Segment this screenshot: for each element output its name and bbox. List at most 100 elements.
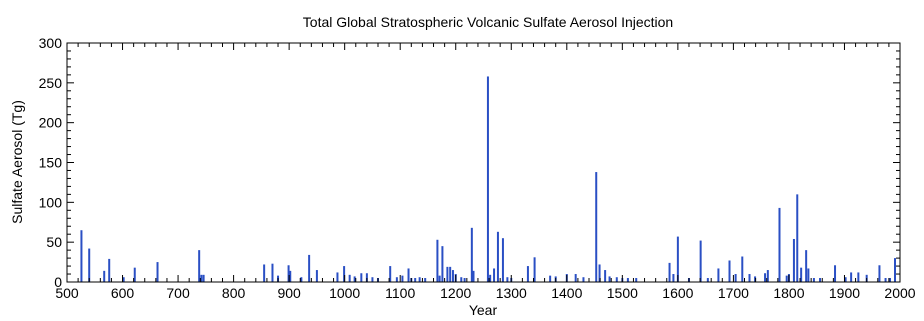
eruption-bar — [308, 254, 311, 282]
x-tick-label: 1100 — [385, 285, 415, 301]
eruption-bar — [202, 274, 205, 282]
x-tick-label: 1400 — [551, 285, 582, 301]
eruption-bar — [133, 267, 136, 282]
eruption-bar — [608, 276, 611, 282]
eruption-bar — [728, 260, 731, 282]
eruption-bar — [463, 278, 466, 282]
eruption-bar — [598, 264, 601, 282]
eruption-bar — [604, 270, 607, 282]
x-tick-label: 1700 — [718, 285, 749, 301]
eruption-bar — [271, 263, 274, 282]
eruption-bar — [438, 275, 441, 282]
eruption-bar — [108, 258, 111, 282]
y-axis-title: Sulfate Aerosol (Tg) — [9, 100, 25, 224]
eruption-bar — [122, 277, 125, 282]
eruption-bar — [672, 274, 675, 282]
eruption-bar — [796, 194, 799, 282]
eruption-bar — [489, 274, 492, 282]
eruption-bar — [200, 274, 203, 282]
x-tick-label: 700 — [166, 285, 190, 301]
eruption-bar — [595, 172, 598, 282]
eruption-bar — [748, 274, 751, 282]
eruption-bar — [470, 227, 473, 282]
eruption-bar — [533, 257, 536, 282]
eruption-bar — [549, 275, 552, 282]
x-axis-title: Year — [469, 302, 498, 318]
eruption-bar — [668, 262, 671, 282]
eruption-bar — [734, 274, 737, 282]
eruption-bar — [792, 238, 795, 282]
eruption-bar — [460, 277, 463, 282]
eruption-bar — [582, 277, 585, 282]
x-tick-label: 2000 — [884, 285, 915, 301]
x-tick-label: 600 — [111, 285, 135, 301]
eruption-bar — [263, 264, 266, 282]
eruption-bar — [894, 258, 896, 282]
eruption-bar — [88, 248, 91, 282]
eruption-bar — [414, 278, 417, 282]
y-tick-label: 200 — [39, 115, 63, 131]
eruption-bar — [615, 277, 618, 282]
eruption-bar — [766, 270, 769, 282]
eruption-bar — [805, 250, 808, 282]
x-tick-label: 1300 — [496, 285, 527, 301]
eruption-bar — [441, 246, 444, 282]
eruption-bar — [626, 278, 629, 282]
y-tick-label: 100 — [39, 194, 63, 210]
eruption-bar — [754, 276, 757, 282]
eruption-bar — [336, 272, 339, 282]
eruption-bar — [424, 278, 427, 282]
eruption-bar — [857, 272, 860, 282]
eruption-bar — [741, 256, 744, 282]
eruption-bar — [717, 268, 720, 282]
eruption-bar — [436, 239, 439, 282]
eruption-bar — [878, 265, 881, 282]
x-tick-labels: 500 600 700 800 900 1000 1100 1200 1300 1400 1500 1… — [55, 285, 915, 301]
eruption-bar — [446, 266, 449, 282]
eruption-bar — [407, 268, 410, 282]
eruption-bar — [807, 268, 810, 282]
eruption-bar — [389, 266, 392, 282]
x-tick-label: 900 — [277, 285, 301, 301]
x-tick-label: 1600 — [662, 285, 693, 301]
x-tick-label: 1500 — [607, 285, 638, 301]
eruption-bar — [800, 267, 803, 282]
eruption-bar — [418, 277, 421, 282]
eruption-bar — [850, 272, 853, 282]
y-tick-label: 0 — [54, 274, 62, 290]
eruption-bar — [348, 274, 351, 282]
eruption-bar — [506, 277, 509, 282]
eruption-bar — [287, 265, 290, 282]
eruption-bar — [501, 238, 504, 282]
eruption-bar — [526, 266, 529, 282]
y-tick-label: 50 — [46, 234, 62, 250]
eruption-bar — [884, 278, 887, 282]
y-tick-labels: 0 50 100 150 200 250 300 — [39, 35, 63, 290]
x-tick-label: 1800 — [773, 285, 804, 301]
y-tick-label: 150 — [39, 155, 63, 171]
eruption-bar — [764, 273, 767, 282]
eruption-bar — [80, 230, 83, 282]
eruption-bar — [371, 277, 374, 282]
eruption-bar — [451, 270, 454, 282]
eruption-bar — [844, 277, 847, 282]
eruption-bar — [574, 274, 577, 282]
x-tick-label: 1200 — [440, 285, 471, 301]
eruption-bar — [365, 273, 368, 282]
x-tick-label: 1000 — [329, 285, 360, 301]
eruption-bar — [353, 276, 356, 282]
eruption-bar — [699, 240, 702, 282]
eruption-bar — [834, 265, 837, 282]
y-tick-label: 300 — [39, 35, 63, 51]
eruption-bar — [785, 275, 788, 282]
x-tick-label: 500 — [55, 285, 79, 301]
chart-title: Total Global Stratospheric Volcanic Sulf… — [303, 14, 673, 30]
eruption-bar — [889, 278, 891, 282]
eruption-bar — [401, 275, 404, 282]
eruption-bar — [289, 270, 292, 282]
eruption-bar — [395, 277, 398, 282]
eruption-bar — [706, 278, 709, 282]
x-tick-label: 800 — [222, 285, 246, 301]
plot-frame — [66, 42, 901, 283]
